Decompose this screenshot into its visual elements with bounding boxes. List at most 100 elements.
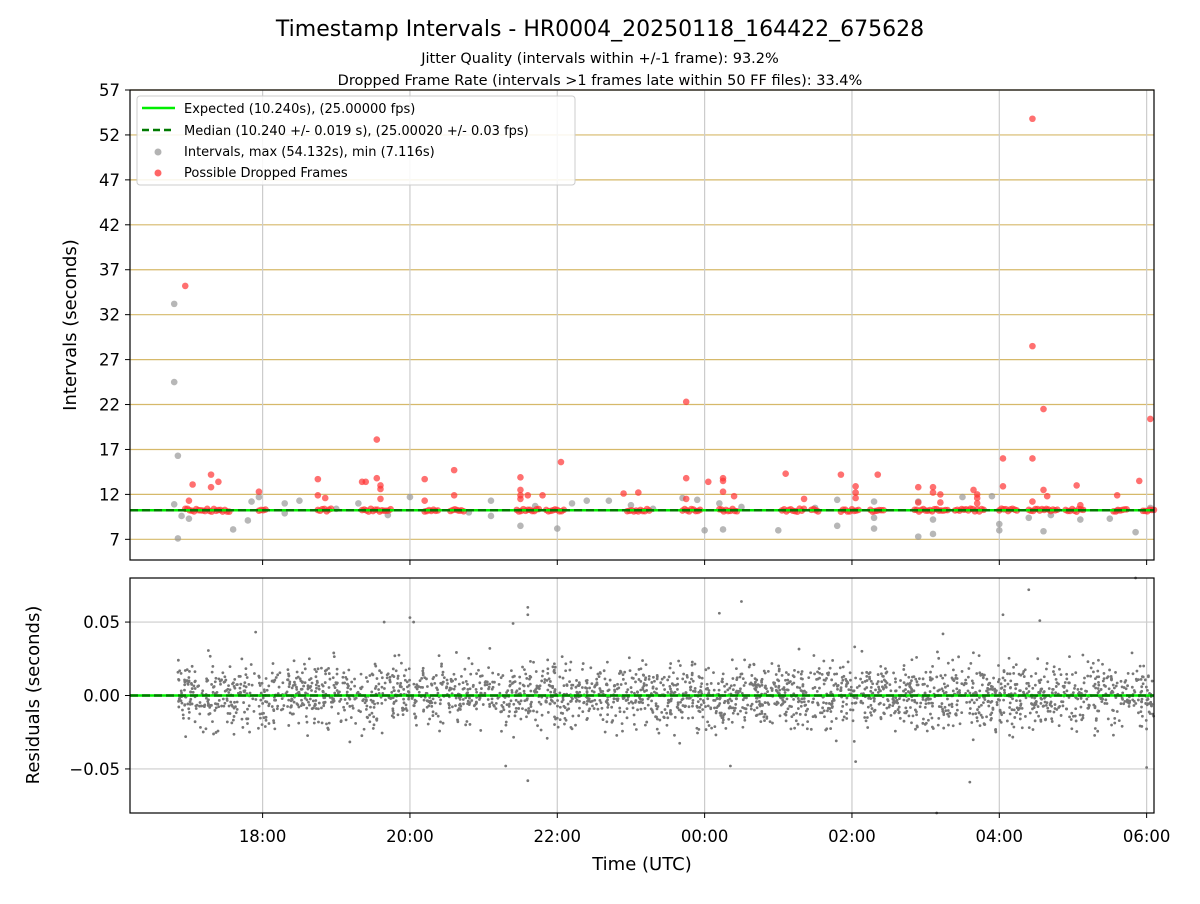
residual-point [327,686,331,689]
residual-point [438,702,442,706]
residual-point [964,678,968,682]
residual-point [820,673,824,676]
residual-point [333,691,337,695]
residual-point [260,681,264,685]
residual-point [907,714,911,718]
residual-point [428,701,432,705]
residual-point [332,655,336,659]
residual-point [1093,727,1097,730]
residual-point [585,681,589,685]
interval-point [487,512,495,520]
residual-point [415,723,418,727]
residual-point [289,705,293,709]
residual-point [825,676,828,680]
residual-point [641,686,645,689]
residual-point [375,677,379,680]
residual-point [915,655,918,659]
interval-point [995,527,1003,534]
residual-point [223,689,227,693]
residual-point [1148,712,1152,715]
residual-point [668,684,672,688]
residual-point [193,687,197,690]
interval-point [1025,514,1033,522]
residual-point [535,710,539,714]
residual-point [312,706,315,710]
dropped-frame-point [1073,482,1080,489]
residual-point [910,687,913,691]
residual-point [270,705,274,708]
residual-point [314,707,318,710]
residual-point [198,712,202,716]
residual-point [407,667,411,671]
residual-point [293,680,296,684]
residual-point [446,682,449,685]
residual-point [248,730,251,734]
residual-point [522,684,526,688]
residual-point [691,699,695,702]
residual-point [430,704,434,708]
residual-point [641,659,644,662]
residual-point [946,697,949,701]
residual-point [656,705,660,708]
residual-point [925,729,929,733]
residual-point [336,712,340,715]
residual-point [454,696,458,700]
residual-point [632,722,636,726]
residual-point [880,680,884,684]
residual-point [468,696,471,700]
residual-point [1143,678,1147,682]
residual-point [464,679,468,683]
residual-point [946,712,949,716]
residual-point [608,678,612,682]
residual-point [566,702,570,706]
residual-point [786,707,790,711]
residual-point [883,712,886,716]
residual-point [1018,717,1022,721]
residual-point [882,687,885,691]
residual-point [1018,699,1022,703]
residual-point [1039,702,1043,705]
residual-point [763,701,767,704]
residual-point [569,660,573,664]
residual-point [1010,708,1014,712]
residual-point [1096,669,1100,673]
residual-point [1020,706,1024,710]
residual-point [1093,733,1097,737]
residual-point [327,721,331,725]
residual-point [1123,699,1127,703]
residual-point [1144,702,1148,705]
residual-point [464,723,468,727]
residual-point [1096,729,1100,733]
residual-point [404,703,408,707]
residual-point [970,721,974,724]
residual-point [181,708,184,712]
residual-point [368,674,372,677]
residual-point [981,676,985,680]
interval-point [248,498,255,505]
residual-point [310,689,313,692]
residual-point [1142,664,1146,668]
residual-point [1136,698,1140,702]
residual-point [441,670,445,674]
residual-point [750,674,754,677]
residual-point [307,657,311,661]
residual-point [305,720,309,724]
interval-point [870,525,878,532]
residual-point [1076,697,1080,701]
residual-point [860,671,864,675]
residual-point [223,675,227,679]
residual-point [1065,689,1069,693]
residual-point [1047,687,1051,690]
residual-point [193,720,197,724]
residual-point [863,687,867,691]
residual-point [970,679,974,683]
intervals-ytick-label: 42 [99,216,120,235]
interval-point [988,492,996,500]
residual-point [929,712,932,716]
residual-point [1145,698,1149,702]
residual-point [592,707,596,710]
residual-point [181,713,185,717]
residual-point [735,697,738,701]
residual-point [287,698,291,702]
residual-point [213,709,217,712]
